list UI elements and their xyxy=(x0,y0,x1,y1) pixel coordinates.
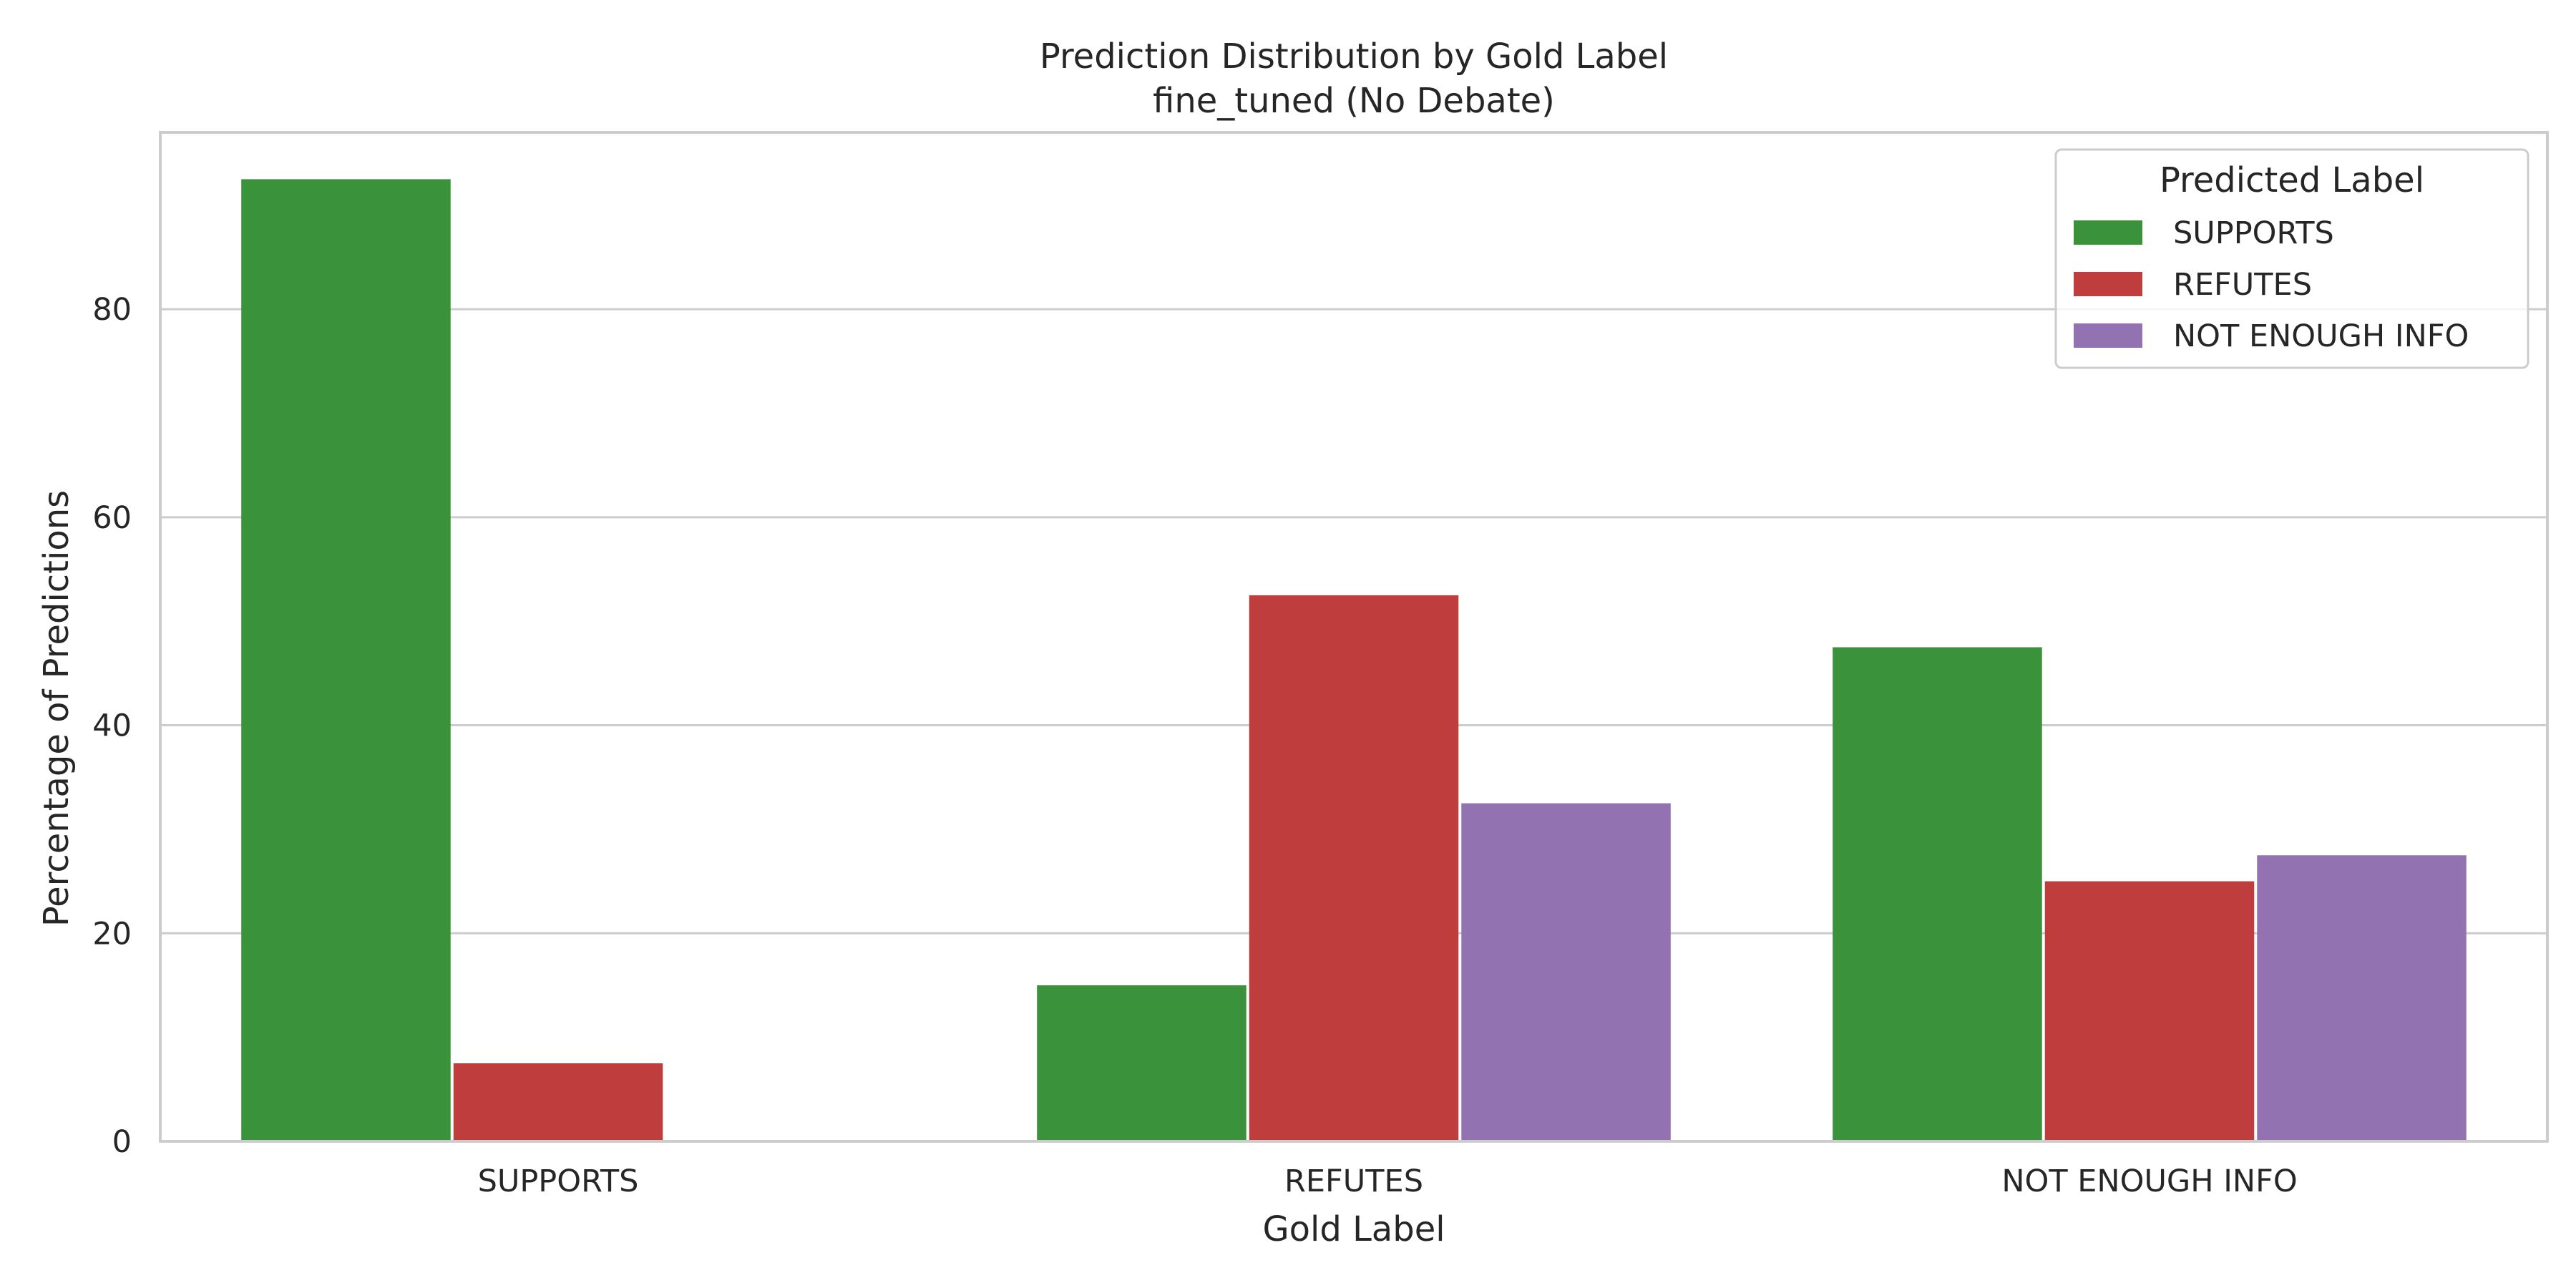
x-ticks: SUPPORTS REFUTES NOT ENOUGH INFO xyxy=(478,1163,2298,1199)
x-tick-label: SUPPORTS xyxy=(478,1163,639,1199)
legend-entry-label: REFUTES xyxy=(2173,267,2312,303)
legend-box xyxy=(2054,148,2529,369)
y-tick-label: 40 xyxy=(92,708,132,744)
legend-title: Predicted Label xyxy=(2160,160,2424,200)
bar xyxy=(1461,803,1671,1141)
legend-swatch xyxy=(2074,272,2142,296)
chart-subtitle: fine_tuned (No Debate) xyxy=(1153,81,1555,121)
x-tick-label: REFUTES xyxy=(1284,1163,1423,1199)
bar xyxy=(241,179,451,1142)
legend-items: SUPPORTS REFUTES NOT ENOUGH INFO xyxy=(2074,215,2469,354)
bar xyxy=(1833,647,2042,1141)
y-tick-label: 0 xyxy=(112,1124,132,1160)
legend-entry-label: NOT ENOUGH INFO xyxy=(2173,318,2469,354)
chart-title: Prediction Distribution by Gold Label xyxy=(1040,36,1668,77)
legend-entry-label: SUPPORTS xyxy=(2173,215,2334,251)
y-tick-label: 20 xyxy=(92,916,132,952)
bar xyxy=(2044,881,2255,1141)
y-ticks: 0 20 40 60 80 xyxy=(92,292,132,1160)
y-axis-label: Percentage of Predictions xyxy=(36,490,77,927)
plot-frame xyxy=(159,131,2549,1143)
y-tick-label: 80 xyxy=(92,292,132,328)
bar xyxy=(1037,985,1246,1141)
bars xyxy=(241,179,2467,1142)
y-tick-label: 60 xyxy=(92,500,132,536)
bar xyxy=(1249,595,1459,1141)
bar xyxy=(453,1063,663,1141)
x-tick-label: NOT ENOUGH INFO xyxy=(2001,1163,2297,1199)
legend-swatch xyxy=(2074,220,2142,245)
x-axis-label: Gold Label xyxy=(1262,1209,1445,1249)
legend: Predicted Label SUPPORTS REFUTES NOT ENOUG… xyxy=(2054,148,2529,369)
legend-swatch xyxy=(2074,323,2142,348)
bar xyxy=(2257,855,2467,1141)
